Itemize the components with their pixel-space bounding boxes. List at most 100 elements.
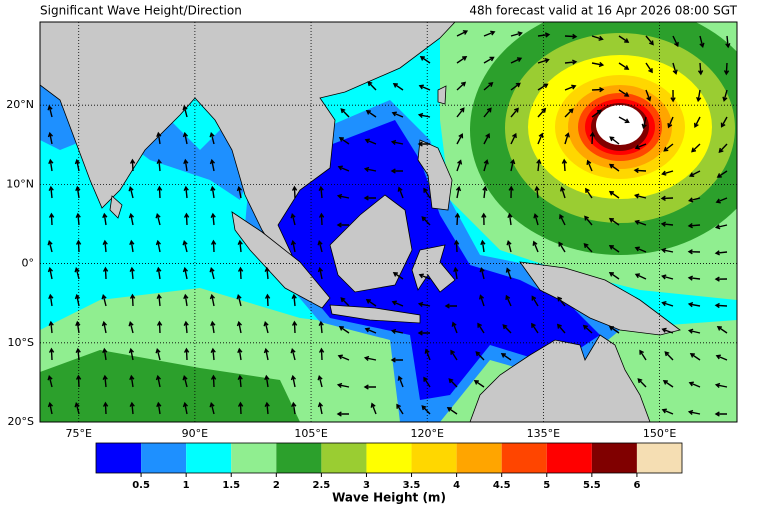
- arrow: [317, 401, 324, 415]
- arrow: [478, 294, 485, 307]
- arrow: [661, 274, 674, 280]
- arrow: [237, 401, 244, 415]
- arrow: [634, 273, 647, 280]
- arrow: [47, 401, 54, 415]
- arrow: [182, 266, 189, 280]
- arrow: [210, 212, 216, 226]
- map-frame: [39, 21, 738, 423]
- lon-label: 135°E: [527, 427, 560, 440]
- arrow: [688, 381, 701, 388]
- sumatra: [231, 211, 331, 309]
- arrow: [532, 240, 539, 253]
- colorbar-tick-label: 1.5: [222, 480, 240, 491]
- arrow: [662, 380, 674, 388]
- arrow: [264, 374, 270, 388]
- arrow: [510, 31, 523, 37]
- arrow: [391, 111, 404, 118]
- colorbar-label: Wave Height (m): [332, 491, 446, 505]
- arrow: [417, 141, 430, 147]
- arrow: [129, 293, 136, 307]
- arrow: [209, 293, 216, 307]
- arrow: [725, 35, 731, 49]
- arrow: [482, 185, 488, 199]
- arrow: [290, 213, 296, 226]
- arrow: [365, 110, 377, 118]
- arrow: [155, 239, 162, 253]
- arrow: [317, 240, 323, 253]
- arrow: [691, 143, 701, 153]
- arrow: [182, 131, 189, 145]
- arrow: [483, 107, 492, 118]
- arrow: [714, 411, 727, 417]
- arrow: [156, 131, 162, 145]
- arrow: [558, 241, 566, 253]
- arrow: [418, 84, 431, 91]
- arrow: [714, 302, 728, 309]
- arrow: [477, 322, 485, 334]
- arrow: [336, 382, 350, 389]
- arrow: [156, 401, 162, 415]
- arrow: [585, 187, 593, 199]
- arrow: [183, 212, 190, 226]
- arrow: [639, 349, 647, 361]
- arrow: [696, 89, 702, 103]
- arrow: [129, 158, 136, 172]
- arrow: [264, 293, 271, 307]
- arrow: [715, 354, 728, 361]
- arrow: [531, 322, 539, 334]
- arrow: [417, 112, 431, 119]
- arrow: [582, 324, 593, 334]
- arrow: [591, 86, 605, 93]
- arrow: [510, 82, 521, 91]
- arrow: [128, 347, 135, 361]
- arrow: [48, 293, 54, 307]
- new-guinea: [519, 261, 681, 336]
- java: [329, 304, 421, 324]
- arrow: [661, 408, 674, 415]
- arrow: [182, 375, 188, 388]
- arrow: [608, 325, 620, 334]
- lon-label: 105°E: [294, 427, 327, 440]
- arrow: [537, 83, 549, 91]
- axis-labels: 75°E 90°E 105°E 120°E 135°E 150°E 20°S 10°S 0° 10…: [6, 98, 676, 440]
- arrow: [291, 185, 298, 199]
- arrow: [156, 320, 163, 334]
- colorbar-swatch: [456, 443, 502, 473]
- arrow: [129, 266, 135, 280]
- arrow: [209, 158, 216, 172]
- colorbar-tick-label: 5: [543, 480, 550, 491]
- arrow: [661, 327, 674, 334]
- arrow: [365, 299, 377, 307]
- arrow: [714, 276, 728, 282]
- colorbar: 0.5 1 1.5 2 2.5 3 3.5 4 4.5 5 5.5 6: [95, 442, 683, 491]
- map: [40, 22, 737, 422]
- arrow: [209, 402, 215, 415]
- arrow: [456, 30, 469, 37]
- arrow: [479, 266, 485, 280]
- arrow: [618, 116, 630, 124]
- sri-lanka: [109, 195, 123, 219]
- arrow: [237, 374, 243, 388]
- arrow: [363, 166, 377, 173]
- arrow: [687, 328, 701, 334]
- arrow: [480, 239, 486, 253]
- philippines: [417, 139, 453, 211]
- arrow: [502, 324, 512, 334]
- arrow: [634, 246, 647, 253]
- arrow: [101, 294, 107, 307]
- arrow: [537, 132, 544, 145]
- arrow: [101, 320, 108, 334]
- arrow: [451, 321, 458, 334]
- arrow: [687, 409, 701, 416]
- arrow: [363, 384, 376, 390]
- arrow: [714, 382, 728, 389]
- arrow: [48, 185, 54, 199]
- arrow: [687, 223, 701, 229]
- arrow: [608, 271, 620, 280]
- sea-zone: [596, 105, 644, 145]
- arrow: [47, 375, 53, 388]
- arrow: [47, 266, 54, 280]
- arrow: [448, 378, 458, 388]
- colorbar-swatch: [546, 443, 592, 473]
- arrow: [510, 107, 519, 118]
